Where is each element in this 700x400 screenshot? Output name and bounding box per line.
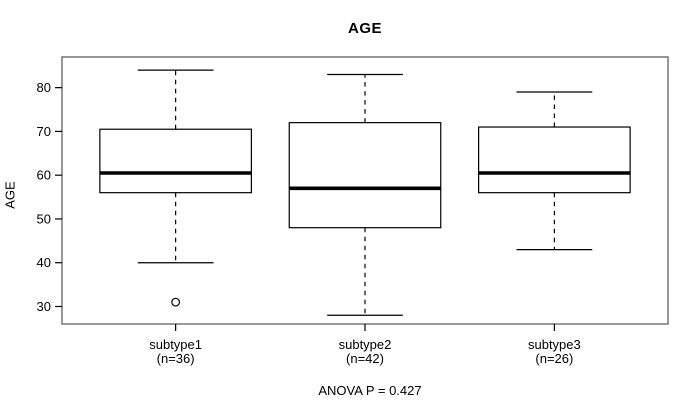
group-label: subtype3 xyxy=(528,337,581,352)
group-n-label: (n=36) xyxy=(157,351,195,366)
y-tick-label: 50 xyxy=(37,211,51,226)
outlier-point xyxy=(171,297,181,307)
y-tick-label: 40 xyxy=(37,255,51,270)
y-tick-label: 80 xyxy=(37,80,51,95)
group-label: subtype2 xyxy=(339,337,392,352)
group-n-label: (n=42) xyxy=(346,351,384,366)
iqr-box xyxy=(478,126,631,194)
group-n-label: (n=26) xyxy=(535,351,573,366)
iqr-box xyxy=(288,122,442,229)
group-label: subtype1 xyxy=(149,337,202,352)
y-tick-label: 60 xyxy=(37,168,51,183)
iqr-box xyxy=(99,128,252,194)
y-tick-label: 70 xyxy=(37,124,51,139)
y-tick-label: 30 xyxy=(37,299,51,314)
anova-p-value: ANOVA P = 0.427 xyxy=(318,383,422,398)
chart-title: AGE xyxy=(347,20,382,37)
